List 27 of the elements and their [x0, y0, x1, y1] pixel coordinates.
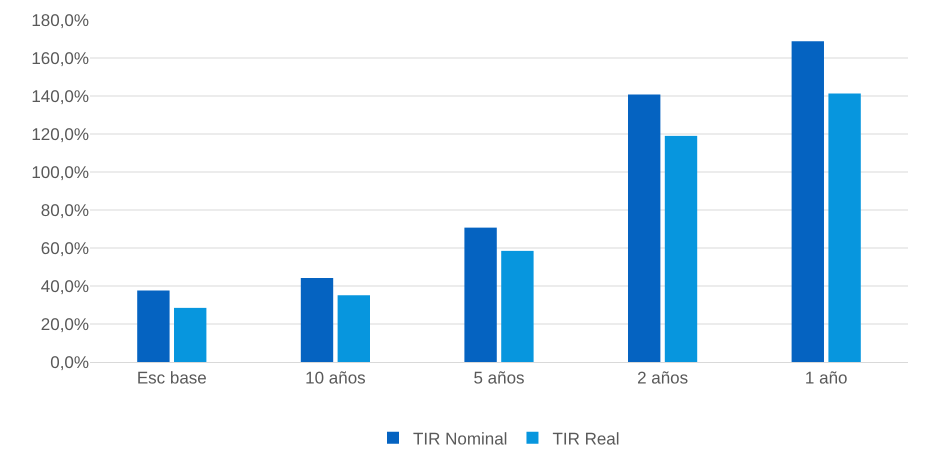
bar — [174, 308, 206, 362]
y-tick-label: 140,0% — [31, 86, 89, 106]
y-tick-label: 120,0% — [31, 124, 89, 144]
x-tick-label: 10 años — [305, 368, 366, 388]
x-tick-label: 5 años — [473, 368, 525, 388]
bar — [338, 295, 370, 362]
y-tick-label: 40,0% — [40, 276, 89, 296]
y-tick-label: 80,0% — [40, 200, 89, 220]
bar — [300, 278, 334, 362]
legend-label: TIR Real — [552, 429, 620, 448]
x-tick-label: 2 años — [637, 368, 688, 388]
bar — [628, 94, 660, 362]
bar — [464, 228, 497, 362]
bar — [137, 290, 170, 362]
x-tick-label: 1 año — [804, 368, 848, 388]
bar — [792, 41, 824, 362]
bar — [828, 94, 861, 362]
y-tick-label: 20,0% — [40, 314, 89, 334]
legend-label: TIR Nominal — [413, 429, 508, 448]
x-tick-label: Esc base — [136, 368, 207, 388]
y-tick-label: 180,0% — [31, 10, 89, 30]
bar — [501, 250, 534, 362]
y-tick-label: 100,0% — [31, 162, 89, 182]
y-tick-label: 160,0% — [31, 48, 89, 68]
y-tick-label: 0,0% — [50, 352, 89, 372]
bar — [664, 136, 698, 362]
y-tick-label: 60,0% — [40, 238, 89, 258]
